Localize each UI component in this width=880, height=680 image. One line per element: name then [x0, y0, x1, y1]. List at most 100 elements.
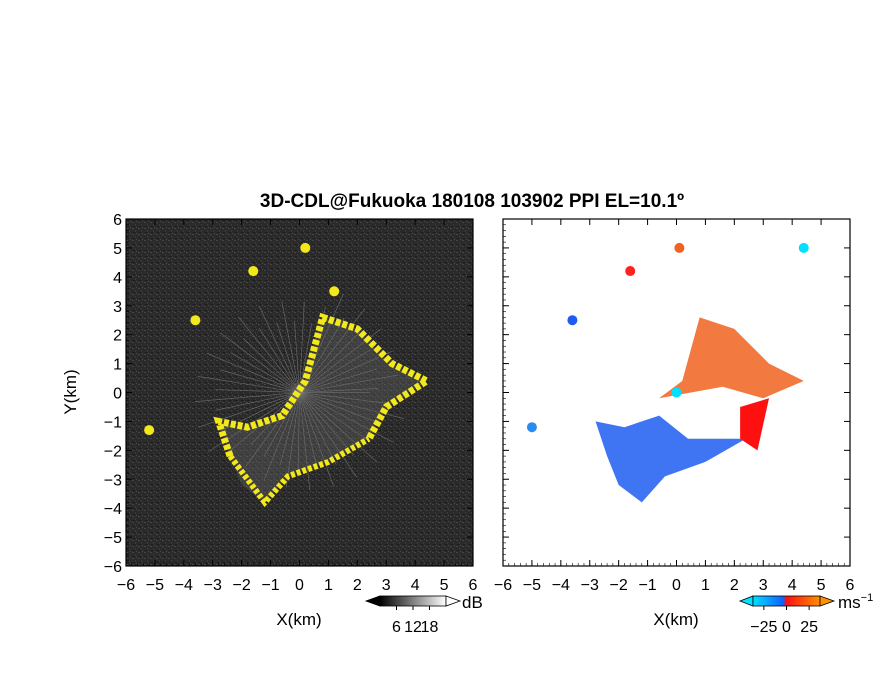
radial-streak [220, 332, 300, 393]
snr-x-tick-label: 0 [295, 577, 304, 594]
velocity-colorbar: −25 0 25 ms−1 [738, 592, 873, 636]
snr-echo-layer [144, 242, 434, 508]
snr-y-tick-label: 0 [113, 386, 122, 403]
radial-streak [299, 392, 388, 404]
snr-y-tick-label: −2 [104, 443, 122, 460]
colorbar-tick-label: 25 [800, 619, 818, 636]
radial-streak [299, 301, 305, 393]
radial-streak [299, 349, 371, 393]
snr-colorbar-left-arrow [364, 595, 381, 607]
colorbar-tick-label: 0 [782, 619, 791, 636]
velocity-unit-exponent: −1 [861, 592, 874, 604]
velocity-x-tick-label: −1 [638, 577, 656, 594]
strong-receding-region [740, 398, 770, 451]
radial-streak [299, 374, 399, 393]
colorbar-tick-label: 18 [421, 619, 439, 636]
radial-streak [215, 389, 300, 393]
radial-streak [238, 316, 300, 393]
snr-panel: −6 −5 −4 −3 −2 −1 0 1 2 3 4 5 6 −6 −5 −4 −3 −2 −1 0 1 2 3 4 5 6 X… [61, 212, 478, 629]
radial-streak [299, 317, 345, 393]
radar-center-echo [671, 387, 682, 398]
velocity-x-tick-label: −3 [581, 577, 599, 594]
radial-streak [299, 392, 378, 463]
isolated-velocity-echo [674, 242, 685, 253]
radial-streak [299, 368, 378, 393]
radial-streak [299, 308, 366, 393]
snr-x-tick-label: 1 [324, 577, 333, 594]
snr-x-tick-label: 2 [353, 577, 362, 594]
snr-y-tick-label: −5 [104, 530, 122, 547]
radial-streak [299, 392, 335, 487]
snr-colorbar-gradient [379, 595, 447, 607]
radial-streak [299, 332, 360, 393]
radial-streak [299, 392, 355, 456]
snr-x-tick-label: 6 [469, 577, 478, 594]
snr-y-tick-label: 5 [113, 241, 122, 258]
radial-streak [299, 392, 370, 442]
velocity-x-axis-label: X(km) [653, 610, 698, 629]
radial-streak [230, 352, 300, 393]
snr-x-tick-label: −2 [233, 577, 251, 594]
high-snr-rim [213, 312, 434, 458]
high-snr-rim [227, 436, 371, 508]
radial-streak [276, 322, 300, 393]
velocity-x-tick-label: 0 [672, 577, 681, 594]
velocity-colorbar-gradient [752, 595, 821, 607]
colorbar-tick-label: −25 [750, 619, 777, 636]
snr-y-tick-label: −3 [104, 472, 122, 489]
receding-region [659, 317, 804, 399]
radial-streak [281, 301, 300, 393]
radial-streak [299, 392, 337, 465]
snr-x-tick-label: −5 [146, 577, 164, 594]
snr-y-tick-label: 1 [113, 357, 122, 374]
snr-y-tick-label: 3 [113, 299, 122, 316]
radial-streak [294, 320, 300, 393]
snr-axis-ticks: −6 −5 −4 −3 −2 −1 0 1 2 3 4 5 6 −6 −5 −4 −3 −2 −1 0 1 2 3 4 5 6 [104, 212, 478, 594]
radial-streak [243, 338, 300, 393]
velocity-x-tick-label: −2 [610, 577, 628, 594]
isolated-velocity-echo [526, 422, 537, 433]
radial-streak [194, 392, 300, 403]
radial-streak [258, 327, 300, 393]
isolated-velocity-echo [625, 266, 636, 277]
radial-streak [297, 392, 300, 470]
radial-streak [279, 392, 300, 466]
isolated-velocity-echo [567, 315, 578, 326]
velocity-colorbar-left-arrow [738, 595, 754, 607]
radial-streak [197, 376, 300, 393]
radial-streak [299, 392, 318, 470]
velocity-axis-ticks: −6 −5 −4 −3 −2 −1 0 1 2 3 4 5 6 [494, 218, 855, 594]
snr-x-tick-label: −3 [204, 577, 222, 594]
chart-title: 3D-CDL@Fukuoka 180108 103902 PPI EL=10.1… [260, 191, 684, 212]
velocity-unit-text: ms [838, 593, 861, 612]
velocity-echo-layer [526, 242, 809, 503]
velocity-x-tick-label: 3 [759, 577, 768, 594]
colorbar-tick-label: 6 [392, 619, 401, 636]
snr-x-tick-label: 5 [440, 577, 449, 594]
velocity-colorbar-ticks: −25 0 25 [750, 606, 818, 636]
velocity-x-tick-label: −6 [494, 577, 512, 594]
snr-y-tick-label: −1 [104, 414, 122, 431]
snr-x-tick-label: 3 [382, 577, 391, 594]
radial-streak [220, 369, 300, 393]
snr-x-tick-label: 4 [411, 577, 420, 594]
snr-y-tick-label: 6 [113, 212, 122, 229]
radial-streak [263, 392, 300, 480]
velocity-colorbar-right-arrow [819, 595, 836, 607]
isolated-velocity-echo [798, 242, 809, 253]
velocity-colorbar-unit: ms−1 [838, 592, 873, 612]
radial-streak [299, 392, 357, 478]
velocity-x-tick-label: 6 [846, 577, 855, 594]
snr-x-tick-label: −1 [261, 577, 279, 594]
radial-streak [285, 392, 300, 488]
radial-streak [206, 352, 300, 393]
echo-region [218, 317, 427, 503]
radial-streak [259, 306, 300, 393]
snr-x-tick-label: −6 [117, 577, 135, 594]
approaching-region [595, 415, 746, 503]
snr-y-tick-label: −4 [104, 501, 122, 518]
velocity-x-tick-label: −4 [552, 577, 570, 594]
